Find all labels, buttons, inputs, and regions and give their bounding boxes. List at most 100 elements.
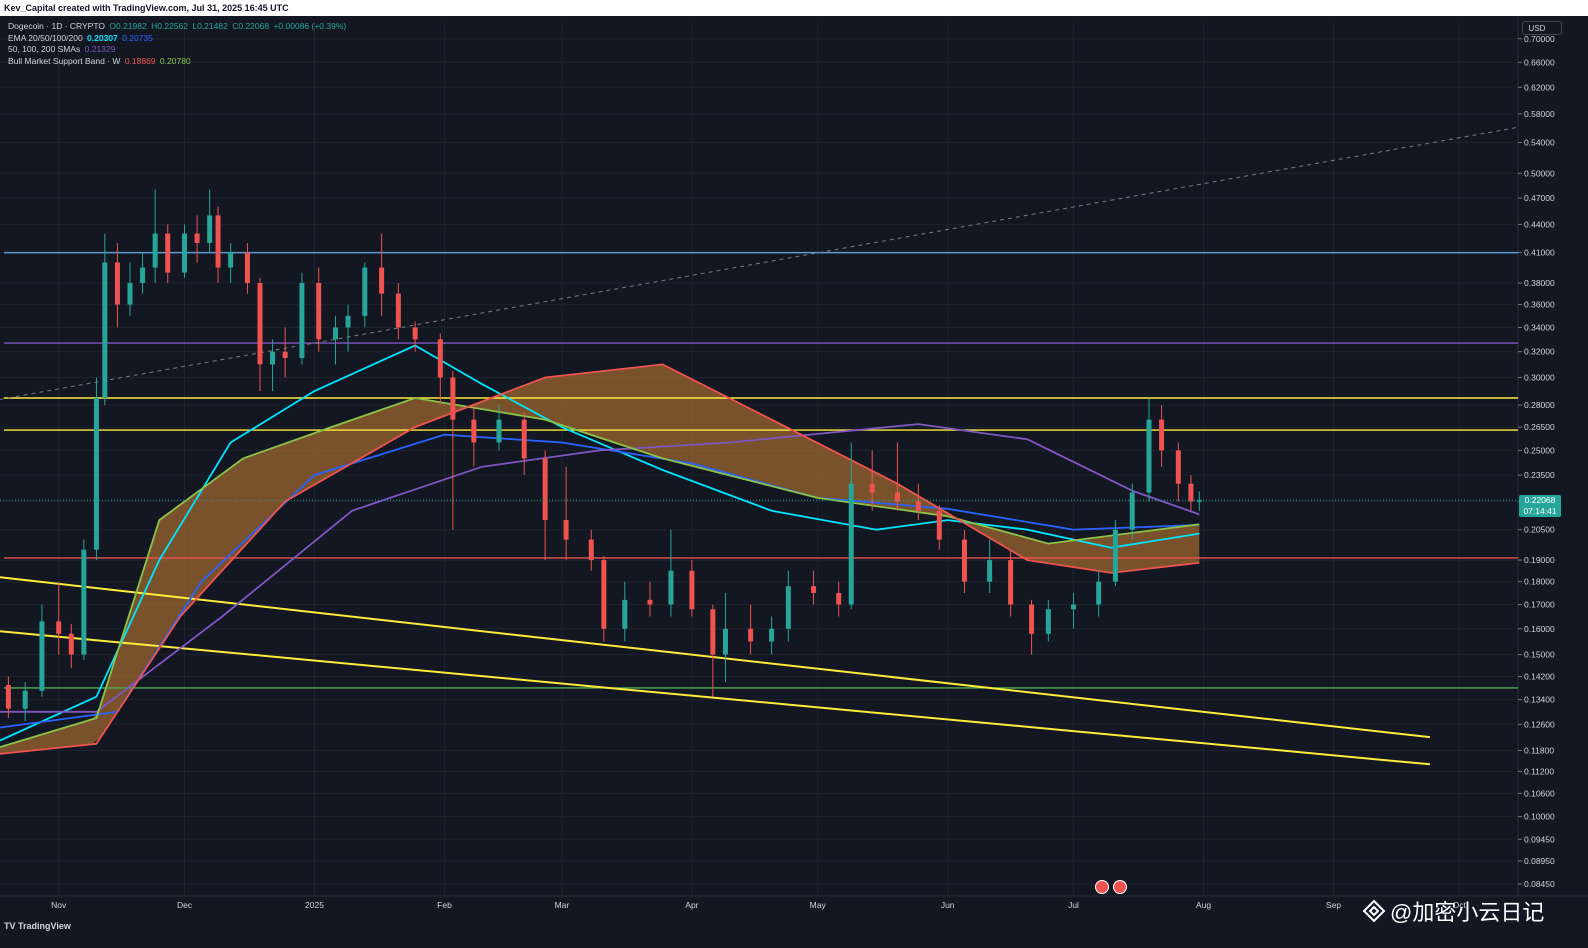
candle-body: [894, 492, 900, 502]
price-tick-label: 0.11200: [1524, 766, 1554, 776]
candle-body: [152, 233, 158, 268]
current-price-value: 0.22068: [1524, 495, 1556, 505]
candle-body: [1146, 419, 1152, 493]
legend-bmsb-row[interactable]: Bull Market Support Band · W 0.18869 0.2…: [8, 56, 346, 68]
bull-market-support-band: [0, 364, 1200, 754]
bmsb-label: Bull Market Support Band · W: [8, 55, 121, 66]
event-flag-icon[interactable]: [1095, 880, 1109, 894]
candle-body: [1188, 483, 1194, 502]
price-tick-label: 0.12600: [1524, 719, 1555, 729]
grid: [0, 16, 1588, 897]
candle-body: [102, 262, 108, 398]
price-tick-label: 0.54000: [1524, 138, 1555, 148]
candle-body: [1045, 609, 1051, 634]
candle-body: [471, 419, 477, 443]
tradingview-logo: TV TradingView: [4, 921, 71, 931]
candle-body: [496, 419, 502, 443]
candle-body: [182, 233, 188, 273]
indicator-line: [0, 363, 1200, 755]
candle-body: [811, 586, 817, 593]
current-price-tag: 0.22068 07:14:41: [1519, 495, 1561, 517]
price-tick-label: 0.17000: [1524, 600, 1555, 610]
candle-body: [1112, 529, 1118, 582]
candle-body: [362, 267, 368, 316]
price-tick-label: 0.11800: [1524, 746, 1554, 756]
indicator-line: [0, 423, 1200, 713]
ohlc-low: 0.21482: [197, 21, 228, 31]
candle-body: [165, 233, 171, 273]
candlesticks: [5, 189, 1202, 722]
price-tick-label: 0.23500: [1524, 470, 1555, 480]
candle-body: [848, 483, 854, 605]
legend-symbol-row: Dogecoin · 1D · CRYPTO O0.21982 H0.22562…: [8, 21, 347, 31]
candle-body: [521, 419, 527, 459]
price-tick-label: 0.36000: [1524, 300, 1555, 310]
price-tick-label: 0.44000: [1524, 219, 1555, 229]
bar-countdown: 07:14:41: [1523, 505, 1557, 516]
watermark-text: @加密小云日记: [1390, 900, 1545, 925]
time-tick-label: 2025: [305, 900, 324, 910]
candle-body: [769, 628, 775, 642]
time-tick-label: May: [810, 900, 827, 910]
candle-body: [81, 549, 87, 655]
price-tick-label: 0.14200: [1524, 671, 1555, 681]
candle-body: [1071, 604, 1077, 610]
price-axis[interactable]: 0.70000 0.66000 0.62000 0.58000 0.54000 0.500…: [1518, 34, 1555, 889]
price-tick-label: 0.09450: [1524, 834, 1555, 844]
price-tick-label: 0.20500: [1524, 525, 1555, 535]
candle-body: [450, 377, 456, 420]
price-tick-label: 0.66000: [1524, 57, 1555, 67]
candle-body: [915, 501, 921, 511]
currency-badge[interactable]: USD: [1522, 21, 1562, 35]
price-tick-label: 0.30000: [1524, 372, 1555, 382]
price-tick-label: 0.62000: [1524, 82, 1555, 92]
candle-body: [1008, 560, 1014, 605]
indicator-line: [0, 344, 1200, 742]
candle-body: [68, 633, 74, 655]
candle-body: [282, 351, 288, 358]
tv-logo-icon: TV: [4, 921, 19, 931]
horizontal-levels: [4, 251, 1518, 689]
candle-body: [437, 339, 443, 378]
watermark: @加密小云日记: [1362, 895, 1544, 927]
candle-body: [1096, 581, 1102, 605]
candle-body: [207, 215, 213, 243]
legend-ema-row[interactable]: EMA 20/50/100/200 0.20307 0.20735: [8, 33, 346, 45]
time-tick-label: Mar: [555, 900, 570, 910]
ohlc-close: 0.22068: [238, 21, 270, 31]
ohlc-high: 0.22562: [157, 21, 188, 31]
price-tick-label: 0.38000: [1524, 278, 1555, 288]
candle-body: [836, 592, 842, 605]
time-axis[interactable]: Nov Dec 2025 Feb Mar Apr May Jun Jul Aug Sep Oct: [51, 900, 1466, 910]
symbol-label[interactable]: Dogecoin · 1D · CRYPTO: [8, 21, 105, 31]
price-chart[interactable]: 0.70000 0.66000 0.62000 0.58000 0.54000 0.500…: [0, 16, 1588, 916]
candle-body: [748, 628, 754, 642]
candle-body: [299, 282, 305, 358]
price-tick-label: 0.47000: [1524, 193, 1555, 203]
trend-line: [0, 576, 1431, 739]
legend-sma-row[interactable]: 50, 100, 200 SMAs 0.21329: [8, 44, 346, 56]
candle-body: [93, 397, 99, 550]
candle-body: [710, 609, 716, 655]
price-tick-label: 0.19000: [1524, 555, 1555, 565]
price-tick-label: 0.26500: [1524, 422, 1555, 432]
time-tick-label: Oct: [1453, 900, 1467, 910]
candle-body: [332, 327, 338, 340]
diamond-logo-icon: [1362, 899, 1386, 923]
time-tick-label: Apr: [685, 900, 698, 910]
candle-body: [601, 560, 607, 629]
candle-body: [622, 599, 628, 629]
candle-body: [228, 252, 234, 268]
ema-value-2: 0.20735: [122, 32, 153, 43]
price-tick-label: 0.13400: [1524, 695, 1555, 705]
candle-body: [936, 510, 942, 540]
price-tick-label: 0.10000: [1524, 812, 1555, 822]
time-tick-label: Feb: [437, 900, 452, 910]
candle-body: [647, 599, 653, 605]
time-tick-label: Aug: [1196, 900, 1211, 910]
event-flag-icon[interactable]: [1113, 880, 1127, 894]
candle-body: [689, 570, 695, 610]
candle-body: [1159, 419, 1165, 451]
time-tick-label: Jul: [1068, 900, 1079, 910]
price-tick-label: 0.25000: [1524, 445, 1555, 455]
